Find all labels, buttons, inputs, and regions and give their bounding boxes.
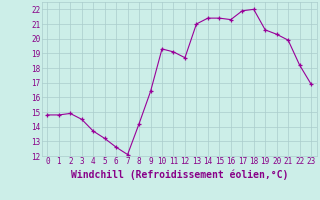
X-axis label: Windchill (Refroidissement éolien,°C): Windchill (Refroidissement éolien,°C) xyxy=(70,169,288,180)
